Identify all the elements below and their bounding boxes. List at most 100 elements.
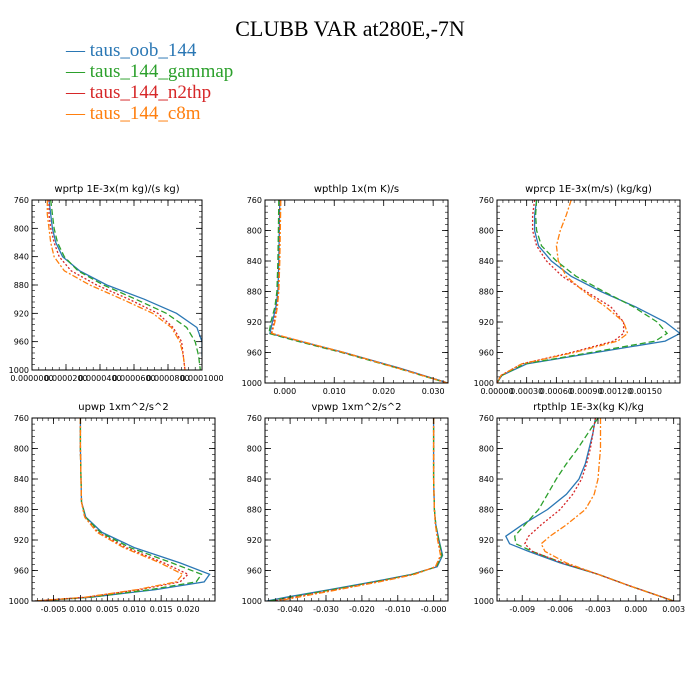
y-tick-label: 880: [247, 288, 262, 297]
panel-title-3: upwp 1xm^2/s^2: [78, 402, 168, 413]
panel-title-2: wprcp 1E-3x(m/s) (kg/kg): [525, 184, 652, 195]
series-line-3: [277, 418, 442, 601]
panel-title-4: vpwp 1xm^2/s^2: [311, 402, 401, 413]
series-line-3: [540, 418, 674, 601]
x-tick-label: -0.009: [509, 605, 535, 614]
legend-item-0: — taus_oob_144: [66, 40, 197, 61]
legend-item-2: — taus_144_n2thp: [66, 82, 212, 103]
y-tick-label: 800: [14, 445, 29, 454]
y-tick-label: 760: [14, 414, 29, 423]
panel-4: vpwp 1xm^2/s^2 760 800 840 880 920 960 1000 -0.0…: [242, 402, 449, 614]
x-tick-label: 0.0000600: [112, 374, 155, 383]
legend-item-1: — taus_144_gammap: [66, 61, 234, 82]
x-tick-label: -0.010: [385, 605, 411, 614]
y-tick-label: 1000: [474, 379, 494, 388]
x-tick-label: 0.00090: [569, 387, 602, 396]
series-line-0: [269, 200, 448, 383]
legend-label-2: taus_144_n2thp: [89, 82, 212, 103]
series-line-2: [34, 418, 190, 601]
y-tick-label: 960: [479, 567, 494, 576]
x-tick-label: 0.010: [323, 387, 346, 396]
y-tick-label: 840: [479, 257, 494, 266]
panel-title-0: wprtp 1E-3x(m kg)/(s kg): [54, 184, 179, 195]
y-tick-label: 1000: [242, 597, 262, 606]
panel-3: upwp 1xm^2/s^2 760 800 840 880 920 960 1000 -0.0…: [9, 402, 216, 614]
plot-frame: [31, 417, 216, 602]
panel-0: wprtp 1E-3x(m kg)/(s kg) 760 800 840 880 920 9…: [9, 184, 224, 383]
series-line-3: [46, 200, 186, 370]
y-tick-label: 1000: [9, 366, 29, 375]
x-tick-label: -0.006: [547, 605, 573, 614]
y-tick-label: 760: [247, 196, 262, 205]
panel-title-1: wpthlp 1x(m K)/s: [314, 184, 399, 195]
y-tick-label: 960: [14, 567, 29, 576]
y-tick-label: 760: [479, 196, 494, 205]
legend-label-1: taus_144_gammap: [89, 61, 234, 82]
y-tick-label: 880: [14, 281, 29, 290]
y-tick-label: 1000: [9, 597, 29, 606]
y-tick-label: 840: [479, 475, 494, 484]
y-tick-label: 1000: [242, 379, 262, 388]
series-line-1: [50, 200, 201, 370]
plot-frame: [496, 417, 681, 602]
x-tick-label: 0.00120: [599, 387, 632, 396]
y-tick-label: 920: [14, 536, 29, 545]
x-tick-label: -0.000: [421, 605, 447, 614]
y-tick-label: 960: [247, 349, 262, 358]
x-tick-label: 0.020: [177, 605, 200, 614]
series-line-2: [48, 200, 186, 370]
panel-5: rtpthlp 1E-3x(kg K)/kg 760 800 840 880 920 960…: [474, 402, 686, 614]
x-tick-label: 0.0000400: [78, 374, 121, 383]
y-tick-label: 800: [247, 227, 262, 236]
series-line-0: [34, 418, 211, 601]
series-line-1: [497, 200, 669, 383]
y-tick-label: 800: [479, 445, 494, 454]
x-tick-label: 0.00030: [510, 387, 543, 396]
y-tick-label: 880: [479, 506, 494, 515]
x-tick-label: 0.020: [372, 387, 395, 396]
y-tick-label: 920: [479, 318, 494, 327]
x-tick-label: -0.005: [41, 605, 67, 614]
series-line-3: [34, 418, 184, 601]
legend-item-3: — taus_144_c8m: [66, 103, 201, 124]
y-tick-label: 760: [14, 196, 29, 205]
x-tick-label: -0.003: [585, 605, 611, 614]
plot-frame: [31, 199, 203, 371]
x-tick-label: 0.003: [662, 605, 685, 614]
y-tick-label: 960: [14, 338, 29, 347]
x-tick-label: 0.0001000: [180, 374, 223, 383]
y-tick-label: 800: [14, 224, 29, 233]
legend-label-0: taus_oob_144: [89, 40, 197, 61]
y-tick-label: 760: [247, 414, 262, 423]
y-tick-label: 880: [247, 506, 262, 515]
y-tick-label: 920: [14, 309, 29, 318]
x-tick-label: 0.00060: [540, 387, 573, 396]
series-line-1: [268, 200, 448, 383]
y-tick-label: 840: [247, 257, 262, 266]
panel-2: wprcp 1E-3x(m/s) (kg/kg) 760 800 840 880 920 9…: [474, 184, 681, 396]
x-tick-label: 0.000: [69, 605, 92, 614]
y-tick-label: 840: [14, 475, 29, 484]
y-tick-label: 880: [14, 506, 29, 515]
x-tick-label: 0.0000200: [44, 374, 87, 383]
legend-label-3: taus_144_c8m: [89, 103, 201, 124]
series-line-3: [497, 200, 629, 383]
x-tick-label: 0.005: [96, 605, 119, 614]
series-line-0: [497, 200, 680, 383]
x-tick-label: -0.020: [349, 605, 375, 614]
x-tick-label: 0.0000000: [10, 374, 53, 383]
y-tick-label: 800: [247, 445, 262, 454]
y-tick-label: 920: [247, 318, 262, 327]
y-tick-label: 920: [247, 536, 262, 545]
series-line-2: [270, 200, 448, 383]
x-tick-label: 0.010: [123, 605, 146, 614]
x-tick-label: 0.030: [422, 387, 445, 396]
x-tick-label: 0.0000800: [146, 374, 189, 383]
series-line-0: [48, 200, 202, 362]
x-tick-label: 0.015: [150, 605, 173, 614]
x-tick-label: -0.030: [313, 605, 339, 614]
y-tick-label: 800: [479, 227, 494, 236]
panel-1: wpthlp 1x(m K)/s 760 800 840 880 920 960 1000 0.…: [242, 184, 449, 396]
y-tick-label: 960: [479, 349, 494, 358]
